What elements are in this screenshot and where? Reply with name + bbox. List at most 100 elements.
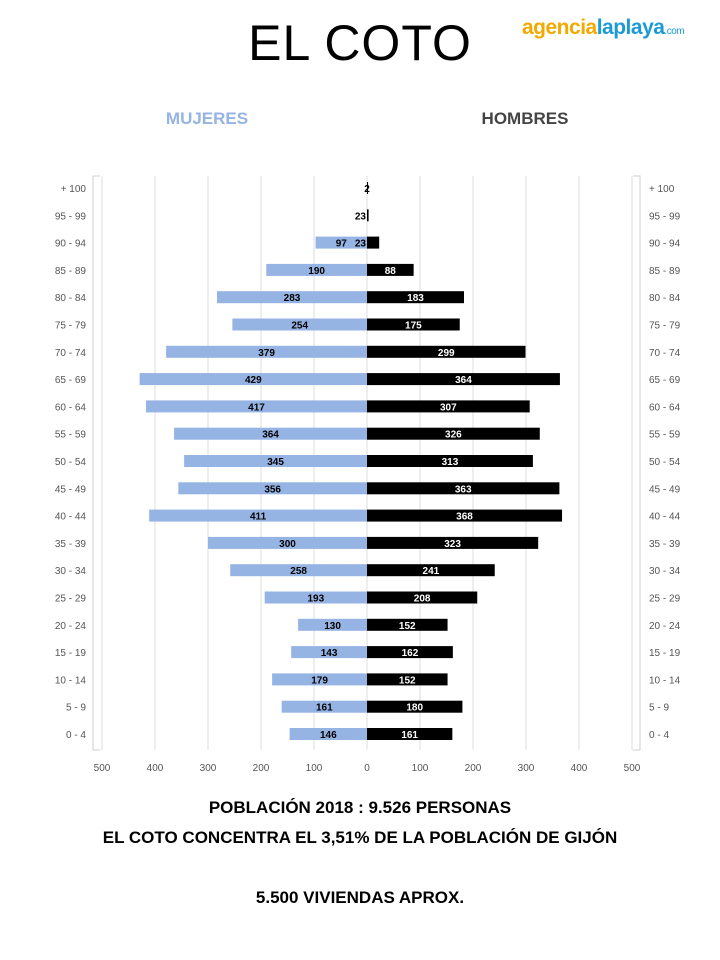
label-hombres: 368 — [456, 512, 473, 523]
label-hombres: 326 — [445, 430, 462, 441]
logo-part-3: .com — [664, 26, 685, 37]
label-mujeres: 379 — [258, 348, 275, 359]
brand-logo: agencialaplaya.com — [522, 16, 685, 40]
bar-hombres — [367, 700, 463, 713]
label-hombres: 313 — [442, 457, 459, 468]
age-label-right: 20 - 24 — [649, 621, 681, 632]
page-title: EL COTO — [248, 15, 472, 71]
age-label-left: 45 - 49 — [55, 484, 87, 495]
label-hombres: 364 — [455, 375, 472, 386]
bar-hombres — [367, 400, 530, 413]
age-label-left: 65 - 69 — [55, 375, 87, 386]
x-tick-label: 200 — [465, 763, 482, 774]
label-hombres: 23 — [355, 239, 367, 250]
bar-hombres — [367, 728, 453, 740]
bar-mujeres — [149, 509, 367, 522]
x-tick-label: 300 — [200, 763, 217, 774]
label-mujeres: 429 — [245, 375, 262, 386]
age-label-right: 75 - 79 — [649, 321, 681, 332]
logo-part-2: laplaya — [596, 16, 665, 39]
bar-mujeres — [266, 263, 367, 276]
bar-mujeres — [178, 482, 367, 495]
label-mujeres: 283 — [284, 293, 301, 304]
bar-hombres — [367, 564, 495, 577]
age-label-left: 5 - 9 — [66, 703, 86, 714]
bar-hombres — [367, 646, 453, 659]
age-label-right: 55 - 59 — [649, 430, 681, 441]
bar-mujeres — [208, 536, 367, 549]
age-label-left: 85 - 89 — [55, 266, 87, 277]
bar-hombres — [367, 182, 369, 194]
age-label-left: 40 - 44 — [55, 512, 87, 523]
bar-hombres — [367, 482, 560, 495]
label-mujeres: 97 — [336, 239, 348, 250]
label-hombres: 175 — [405, 321, 422, 332]
age-label-right: 15 - 19 — [649, 648, 681, 659]
label-mujeres: 190 — [308, 266, 325, 277]
x-tick-label: 500 — [624, 763, 641, 774]
bar-mujeres — [139, 373, 367, 386]
age-label-right: 85 - 89 — [649, 266, 681, 277]
label-hombres: 299 — [438, 348, 455, 359]
age-label-right: 50 - 54 — [649, 457, 681, 468]
bar-mujeres — [264, 591, 367, 604]
bar-hombres — [367, 263, 414, 276]
left-bracket — [92, 175, 100, 751]
right-bracket — [633, 175, 641, 751]
age-label-right: 25 - 29 — [649, 594, 681, 605]
age-label-left: 70 - 74 — [55, 348, 87, 359]
age-label-left: 20 - 24 — [55, 621, 87, 632]
x-tick-label: 400 — [571, 763, 588, 774]
age-label-right: 35 - 39 — [649, 539, 681, 550]
x-tick-label: 200 — [253, 763, 270, 774]
age-label-left: 95 - 99 — [55, 211, 87, 222]
age-label-right: 5 - 9 — [649, 703, 669, 714]
logo-part-1: agencia — [522, 16, 597, 39]
bar-hombres — [367, 673, 448, 686]
bar-hombres — [367, 209, 369, 222]
bar-hombres — [367, 318, 460, 331]
bar-mujeres — [281, 700, 367, 713]
label-mujeres: 300 — [279, 539, 296, 550]
label-mujeres: 143 — [321, 648, 338, 659]
x-tick-label: 500 — [94, 763, 111, 774]
age-label-right: 80 - 84 — [649, 293, 681, 304]
age-label-left: 15 - 19 — [55, 648, 87, 659]
label-hombres: 323 — [444, 539, 461, 550]
label-mujeres: 161 — [316, 703, 333, 714]
label-hombres: 241 — [423, 566, 440, 577]
bar-hombres — [367, 509, 563, 522]
label-hombres: 152 — [399, 621, 416, 632]
age-label-left: 90 - 94 — [55, 239, 87, 250]
age-label-left: 75 - 79 — [55, 321, 87, 332]
age-label-right: 95 - 99 — [649, 211, 681, 222]
bar-mujeres — [184, 455, 367, 467]
age-label-right: 30 - 34 — [649, 566, 681, 577]
age-label-right: 60 - 64 — [649, 402, 681, 413]
population-summary: POBLACIÓN 2018 : 9.526 PERSONAS — [208, 798, 512, 817]
age-label-left: 25 - 29 — [55, 594, 87, 605]
bar-hombres — [367, 236, 380, 249]
x-tick-label: 100 — [306, 763, 323, 774]
bar-mujeres — [272, 673, 367, 686]
label-mujeres: 364 — [262, 430, 279, 441]
bar-mujeres — [230, 564, 367, 577]
age-label-right: 40 - 44 — [649, 512, 681, 523]
legend-hombres: HOMBRES — [482, 109, 569, 128]
bar-hombres — [367, 591, 478, 604]
age-label-left: 35 - 39 — [55, 539, 87, 550]
label-hombres: 307 — [440, 402, 457, 413]
label-hombres: 152 — [399, 675, 416, 686]
bar-hombres — [367, 427, 540, 440]
bar-hombres — [367, 291, 464, 304]
label-hombres: 23 — [355, 211, 367, 222]
bar-hombres — [367, 345, 526, 358]
age-label-right: 45 - 49 — [649, 484, 681, 495]
age-label-right: + 100 — [649, 184, 675, 195]
bar-mujeres — [166, 345, 367, 358]
age-label-right: 65 - 69 — [649, 375, 681, 386]
bar-mujeres — [217, 291, 367, 304]
age-label-left: 10 - 14 — [55, 675, 87, 686]
age-label-left: 55 - 59 — [55, 430, 87, 441]
label-hombres: 88 — [385, 266, 397, 277]
